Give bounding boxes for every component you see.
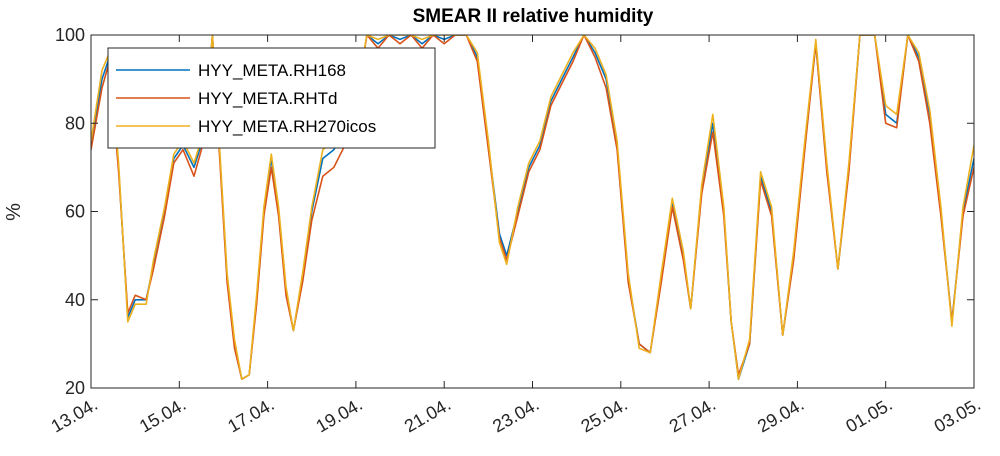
series-layer	[91, 35, 974, 380]
legend-label-2: HYY_META.RH270icos	[198, 117, 376, 136]
legend: HYY_META.RH168 HYY_META.RHTd HYY_META.RH27…	[107, 47, 436, 149]
y-tick-label: 60	[65, 202, 85, 222]
x-tick-label: 29.04.	[754, 394, 807, 436]
y-tick-label: 80	[65, 113, 85, 133]
y-tick-label: 100	[55, 25, 85, 45]
x-tick-label: 25.04.	[577, 394, 630, 436]
y-tick-label: 20	[65, 378, 85, 398]
x-tick-label: 15.04.	[136, 394, 189, 436]
x-tick-label: 19.04.	[313, 394, 366, 436]
legend-label-1: HYY_META.RHTd	[198, 89, 338, 108]
x-tick-label: 01.05.	[842, 394, 895, 436]
y-axis-label: %	[3, 203, 25, 221]
series-line-1	[91, 35, 974, 380]
x-tick-label: 17.04.	[224, 394, 277, 436]
legend-label-0: HYY_META.RH168	[198, 61, 346, 80]
x-tick-label: 27.04.	[666, 394, 719, 436]
x-tick-label: 23.04.	[489, 394, 542, 436]
x-tick-label: 03.05.	[931, 394, 984, 436]
x-tick-label: 13.04.	[48, 394, 101, 436]
x-tick-label: 21.04.	[401, 394, 454, 436]
y-tick-label: 40	[65, 290, 85, 310]
series-line-2	[91, 35, 974, 380]
chart-title: SMEAR II relative humidity	[413, 6, 654, 27]
y-axis-ticks: 20 40 60 80 100	[55, 25, 974, 398]
